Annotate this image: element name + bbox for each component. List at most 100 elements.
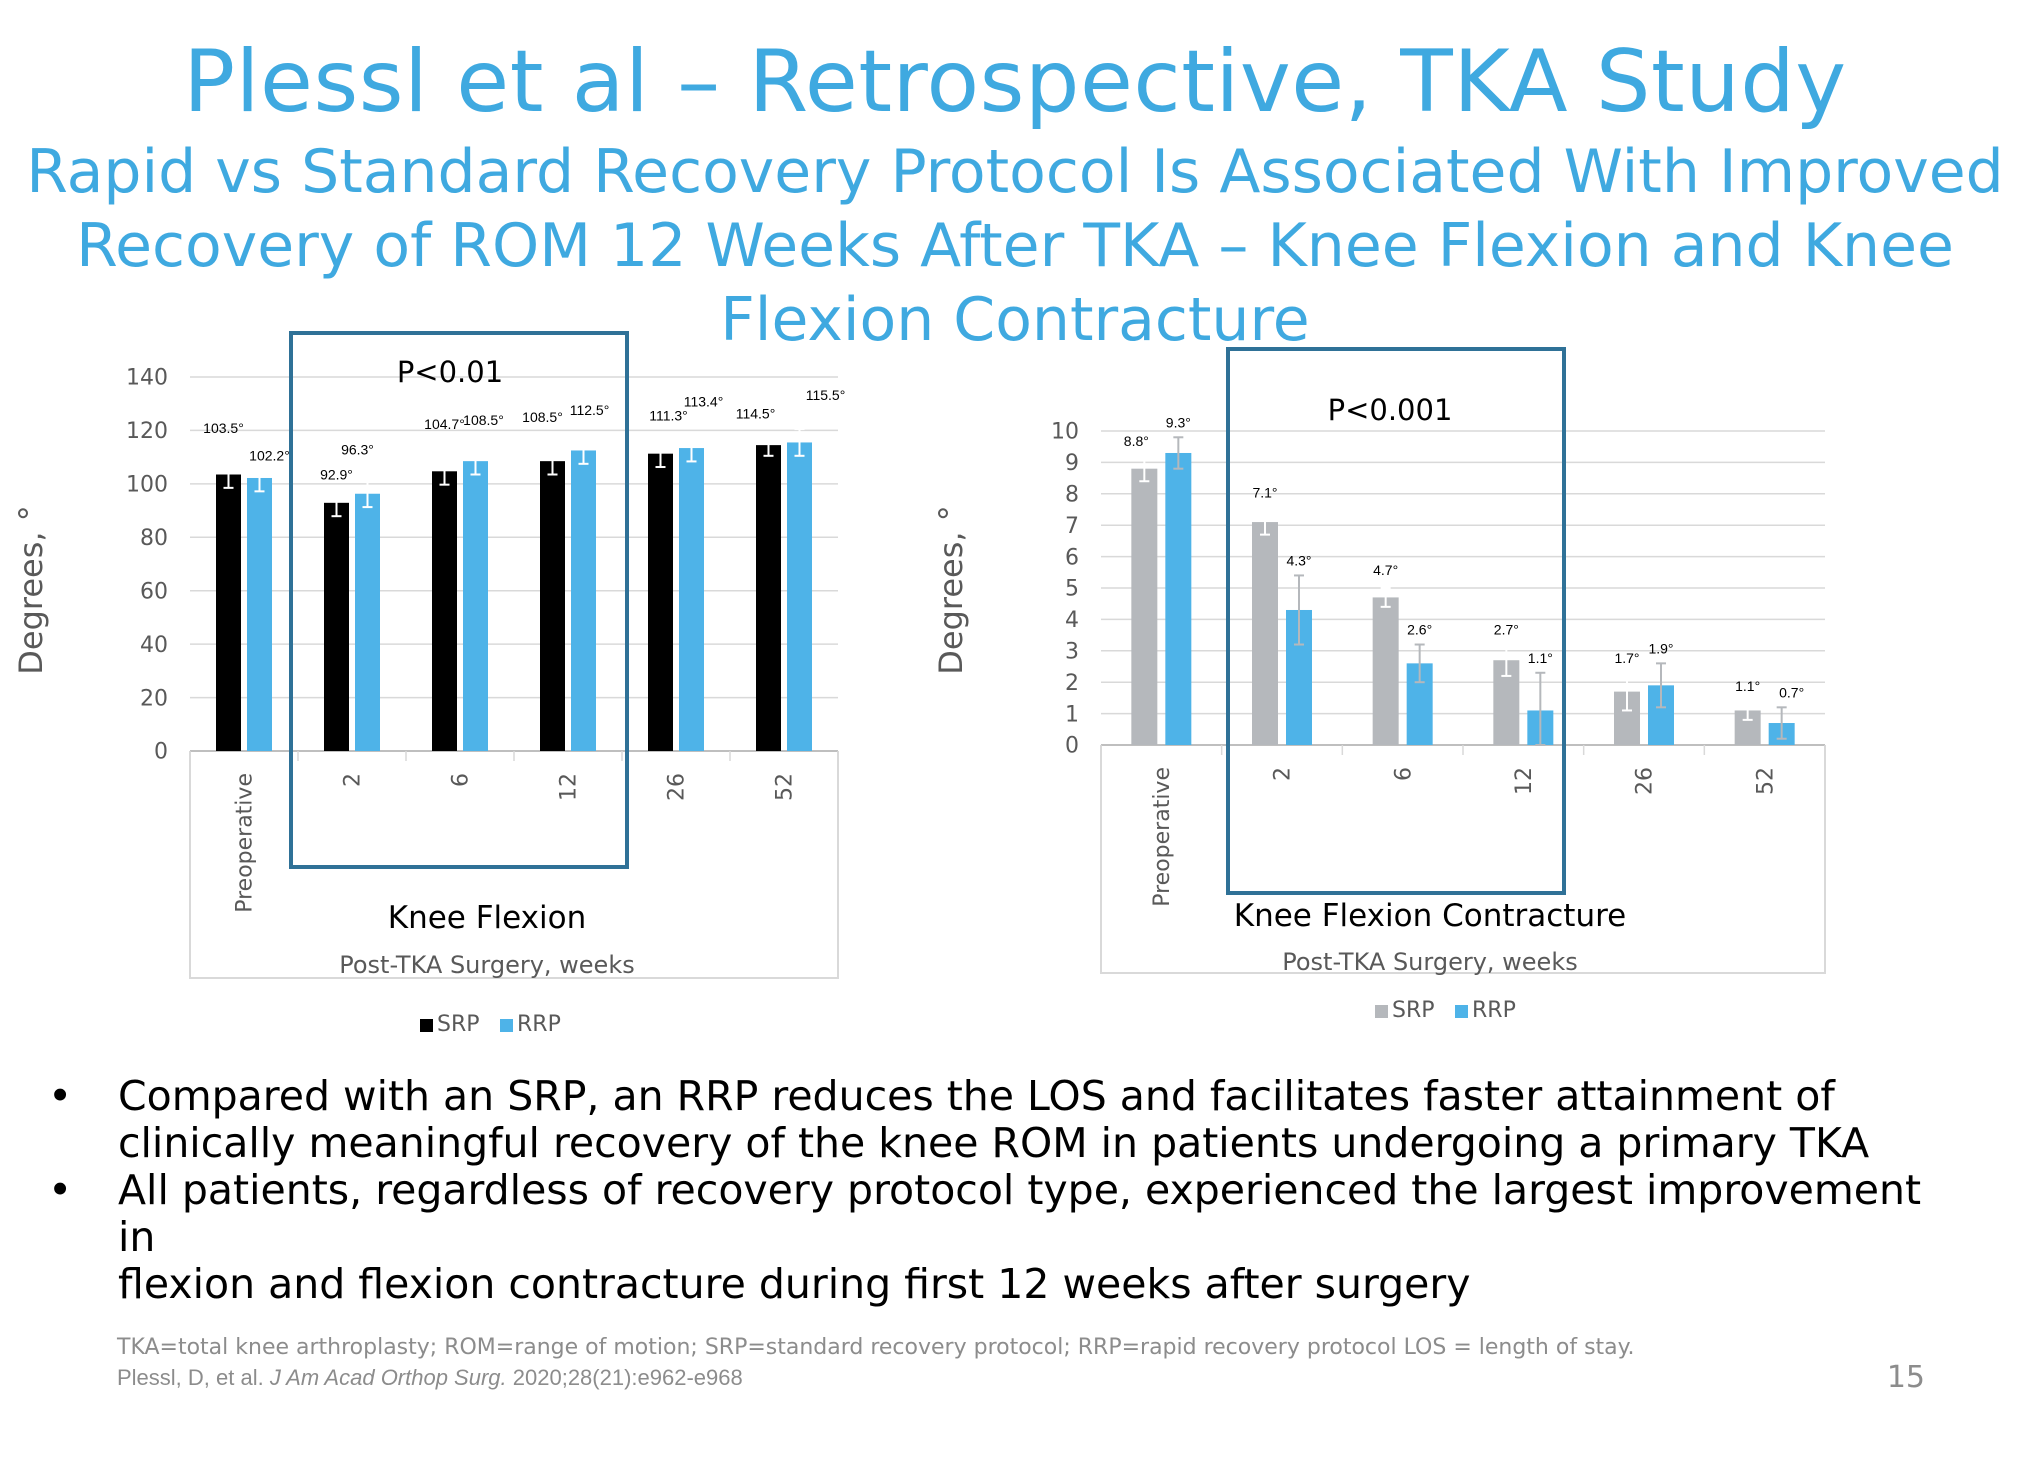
chart-frame (189, 751, 839, 979)
highlight-box (1226, 347, 1566, 895)
footnote: TKA=total knee arthroplasty; ROM=range o… (117, 1333, 1635, 1393)
data-label: 102.2° (249, 448, 290, 464)
y-tick-label: 1 (1065, 702, 1079, 727)
x-category-label: 6 (449, 773, 474, 787)
x-axis-title: Post-TKA Surgery, weeks (1282, 948, 1577, 976)
x-category-label: Preoperative (233, 773, 258, 913)
y-tick-label: 6 (1065, 545, 1079, 570)
x-category-label: 6 (1391, 767, 1416, 781)
y-tick-label: 5 (1065, 577, 1079, 602)
data-label: 4.7° (1373, 562, 1398, 578)
y-tick-label: 100 (126, 473, 168, 498)
bullet-line: All patients, regardless of recovery pro… (118, 1166, 1922, 1261)
data-label: 2.6° (1407, 622, 1432, 638)
x-category-label: 12 (557, 773, 582, 801)
y-tick-label: 0 (154, 740, 168, 765)
chart-title: Knee Flexion (388, 900, 587, 936)
data-label: 7.1° (1252, 485, 1277, 501)
abbreviations: TKA=total knee arthroplasty; ROM=range o… (117, 1335, 1635, 1360)
bar-rrp (679, 448, 704, 751)
x-category-label: 26 (665, 773, 690, 801)
bar-rrp (787, 442, 812, 751)
legend-label: RRP (1472, 998, 1516, 1023)
data-label: 115.5° (806, 387, 846, 403)
x-category-label: 52 (1753, 767, 1778, 795)
bar-rrp (247, 477, 272, 751)
data-label: 1.9° (1648, 640, 1673, 656)
highlight-box (289, 331, 629, 869)
citation: Plessl, D, et al. J Am Acad Orthop Surg.… (117, 1363, 1635, 1393)
bar-srp (1372, 597, 1399, 745)
data-label: 9.3° (1166, 414, 1191, 430)
y-tick-label: 80 (140, 526, 168, 551)
bar-srp (1131, 468, 1158, 745)
data-label: 108.5° (463, 412, 504, 428)
data-label: 108.5° (522, 409, 563, 425)
bullet-item: • Compared with an SRP, an RRP reduces t… (48, 1073, 1948, 1167)
y-tick-label: 60 (140, 579, 168, 604)
bullet-line: Compared with an SRP, an RRP reduces the… (118, 1072, 1835, 1120)
x-category-label: Preoperative (1150, 767, 1175, 907)
data-label: 96.3° (341, 441, 374, 457)
data-label: 1.7° (1614, 650, 1639, 666)
x-category-label: 52 (773, 773, 798, 801)
data-label: 1.1° (1735, 678, 1760, 694)
slide-title: Plessl et al – Retrospective, TKA Study (183, 32, 1847, 132)
legend-swatch (1375, 1005, 1388, 1018)
y-axis-title: Degrees, ° (12, 505, 50, 674)
bullet-line: flexion and flexion contracture during f… (118, 1260, 1471, 1308)
y-tick-label: 8 (1065, 483, 1079, 508)
x-category-label: 2 (341, 773, 366, 787)
x-category-label: 2 (1271, 767, 1296, 781)
x-axis-title: Post-TKA Surgery, weeks (339, 951, 634, 979)
bullet-marker: • (48, 1166, 73, 1214)
y-tick-label: 9 (1065, 451, 1079, 476)
legend-swatch (1455, 1005, 1468, 1018)
y-tick-label: 7 (1065, 514, 1079, 539)
citation-details: 2020;28(21):e962-e968 (506, 1365, 743, 1390)
y-tick-label: 3 (1065, 640, 1079, 665)
y-tick-label: 140 (126, 366, 168, 391)
citation-journal: J Am Acad Orthop Surg. (269, 1365, 507, 1390)
y-tick-label: 2 (1065, 671, 1079, 696)
bullet-list: • Compared with an SRP, an RRP reduces t… (48, 1073, 1948, 1308)
subtitle-line: Recovery of ROM 12 Weeks After TKA – Kne… (76, 211, 1954, 281)
bullet-item: • All patients, regardless of recovery p… (48, 1167, 1948, 1308)
data-label: 1.1° (1528, 650, 1553, 666)
legend-label: SRP (1392, 998, 1435, 1023)
data-label: 103.5° (203, 420, 244, 436)
y-tick-label: 40 (140, 633, 168, 658)
bar-srp (432, 471, 457, 751)
slide-subtitle: Rapid vs Standard Recovery Protocol Is A… (0, 135, 2030, 357)
subtitle-line: Rapid vs Standard Recovery Protocol Is A… (26, 137, 2004, 207)
page-number: 15 (1886, 1360, 1925, 1395)
data-label: 8.8° (1124, 433, 1149, 449)
bullet-line: clinically meaningful recovery of the kn… (118, 1119, 1870, 1167)
data-label: 0.7° (1779, 684, 1804, 700)
bar-rrp (463, 461, 488, 751)
y-tick-label: 4 (1065, 608, 1079, 633)
y-tick-label: 0 (1065, 734, 1079, 759)
bar-srp (324, 502, 349, 751)
data-label: 92.9° (320, 466, 353, 482)
data-label: 113.4° (684, 394, 724, 410)
bar-srp (216, 474, 241, 751)
chart-frame (1100, 745, 1826, 974)
data-label: 112.5° (570, 402, 610, 418)
subtitle-line: Flexion Contracture (720, 285, 1310, 355)
bar-srp (756, 445, 781, 751)
bar-rrp (355, 493, 380, 751)
chart-title: Knee Flexion Contracture (1234, 898, 1627, 934)
legend-swatch (500, 1019, 513, 1032)
p-value-annotation: P<0.001 (1328, 393, 1453, 427)
bullet-marker: • (48, 1072, 73, 1120)
data-label: 104.7° (424, 416, 465, 432)
legend-label: RRP (517, 1012, 561, 1037)
x-category-label: 12 (1512, 767, 1537, 795)
bar-rrp (571, 450, 596, 751)
data-label: 111.3° (649, 407, 688, 423)
data-label: 114.5° (736, 405, 776, 421)
bar-srp (648, 453, 673, 751)
bar-srp (540, 461, 565, 751)
